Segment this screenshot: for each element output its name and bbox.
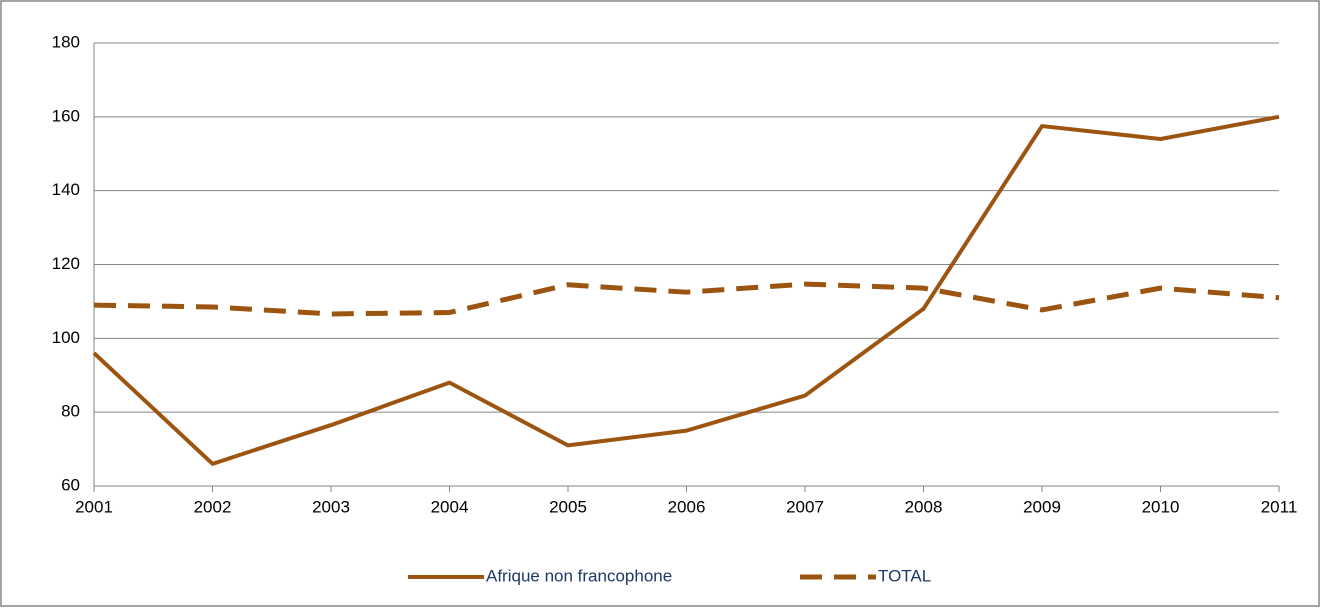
y-tick-label: 100 [52, 328, 80, 347]
data-line [92, 114, 1280, 466]
x-tick-label: 2004 [431, 497, 469, 516]
y-tick-label: 180 [52, 32, 80, 51]
x-tick-label: 2008 [905, 497, 943, 516]
legend-label: TOTAL [878, 566, 931, 585]
x-tick-label: 2003 [312, 497, 350, 516]
data-line [93, 281, 1280, 317]
y-tick-label: 120 [52, 254, 80, 273]
y-tick-label: 80 [61, 402, 80, 421]
y-tick-label: 140 [52, 180, 80, 199]
x-tick-label: 2005 [549, 497, 587, 516]
x-tick-label: 2001 [75, 497, 113, 516]
x-tick-label: 2009 [1023, 497, 1061, 516]
x-tick-label: 2011 [1261, 497, 1298, 516]
x-tick-label: 2010 [1142, 497, 1180, 516]
y-tick-label: 160 [52, 106, 80, 125]
legend-label: Afrique non francophone [486, 566, 672, 585]
x-tick-label: 2007 [786, 497, 824, 516]
y-tick-label: 60 [61, 475, 80, 494]
x-tick-label: 2002 [194, 497, 232, 516]
x-tick-label: 2006 [668, 497, 706, 516]
